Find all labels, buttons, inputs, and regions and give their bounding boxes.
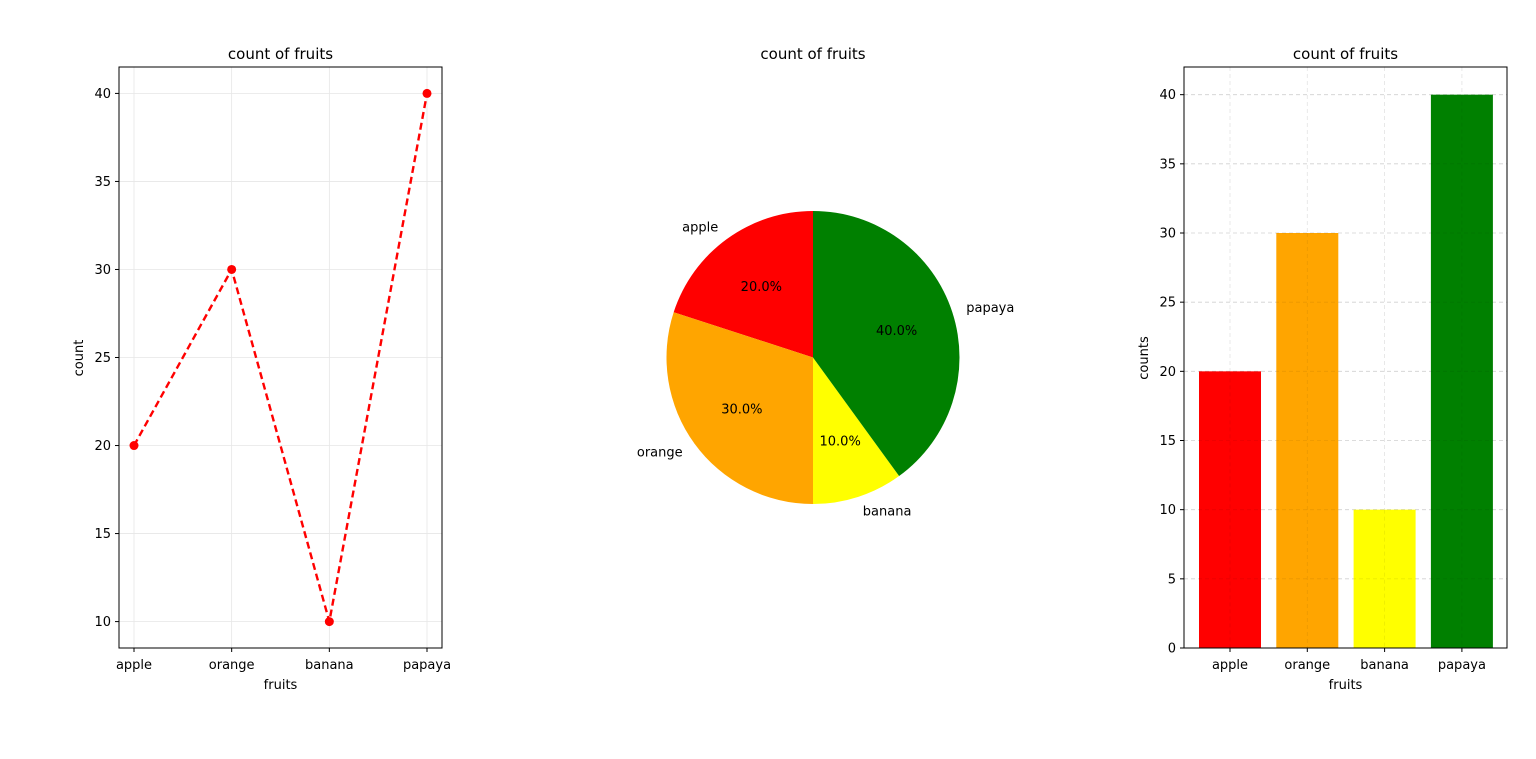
bar [1353, 509, 1416, 648]
line-x-axis-label: fruits [264, 678, 298, 693]
bar [1430, 94, 1493, 648]
pie-category-label: banana [863, 504, 912, 519]
bar-y-axis-label: counts [1137, 336, 1152, 380]
line-y-tick-label: 35 [94, 175, 111, 190]
line-point [129, 441, 139, 451]
bar-chart: count of fruits fruits counts 0 5 10 15 20 25… [1137, 45, 1508, 693]
pie-category-label: orange [637, 446, 683, 461]
line-y-tick-label: 10 [94, 615, 111, 630]
line-x-tick-label: apple [116, 658, 152, 673]
line-point [227, 264, 237, 274]
bar-x-tick-label: apple [1212, 658, 1248, 673]
pie-chart-title: count of fruits [760, 45, 865, 63]
bar-x-tick-label: banana [1360, 658, 1409, 673]
line-series [132, 93, 429, 622]
line-x-tick-label: banana [305, 658, 354, 673]
pie-slice [673, 211, 813, 358]
bar-y-tick-label: 35 [1159, 157, 1176, 172]
pie-slice [813, 357, 900, 504]
bar [1199, 371, 1261, 648]
pie-category-label: apple [682, 221, 718, 236]
pie-percent-label: 30.0% [721, 403, 762, 418]
pie-category-label: papaya [966, 301, 1014, 316]
bar-y-tick-label: 10 [1159, 503, 1176, 518]
bar-y-tick-label: 5 [1168, 572, 1176, 587]
bar [1276, 233, 1339, 648]
line-x-tick-label: orange [209, 658, 255, 673]
bar-x-tick-label: orange [1284, 658, 1330, 673]
bar-axes-frame [1183, 66, 1508, 649]
line-x-ticks: apple orange banana papaya [116, 648, 451, 673]
line-y-tick-label: 30 [94, 263, 111, 278]
bar-y-tick-label: 25 [1159, 296, 1176, 311]
line-y-axis-label: count [72, 340, 87, 377]
line-point [324, 617, 334, 627]
pie-percent-label: 40.0% [876, 324, 917, 339]
pie-chart: count of fruits apple 20.0% orange 30.0% ban… [637, 45, 1015, 519]
pie-percent-label: 20.0% [741, 280, 782, 295]
line-y-ticks: 10 15 20 25 30 35 40 [94, 87, 119, 630]
line-x-tick-label: papaya [403, 658, 451, 673]
line-y-tick-label: 40 [94, 87, 111, 102]
bar-y-tick-label: 0 [1168, 642, 1176, 657]
pie-percent-label: 10.0% [820, 435, 861, 450]
line-y-tick-label: 25 [94, 351, 111, 366]
line-chart-title: count of fruits [228, 45, 333, 63]
bar-y-tick-label: 20 [1159, 365, 1176, 380]
pie-slice [666, 312, 813, 504]
line-point [422, 88, 432, 98]
line-y-tick-label: 15 [94, 527, 111, 542]
bar-x-axis-label: fruits [1329, 678, 1363, 693]
bar-chart-title: count of fruits [1293, 45, 1398, 63]
bar-bars [1199, 94, 1493, 648]
bar-y-tick-label: 30 [1159, 227, 1176, 242]
line-markers [129, 88, 432, 627]
bar-y-tick-label: 15 [1159, 434, 1176, 449]
bar-x-tick-label: papaya [1438, 658, 1486, 673]
line-grid [119, 67, 442, 648]
pie-slice [813, 211, 960, 477]
line-chart: count of fruits fruits count 10 15 20 25 30 3… [72, 45, 451, 693]
bar-y-ticks: 0 5 10 15 20 25 30 35 40 [1159, 88, 1184, 657]
pie-labels: apple 20.0% orange 30.0% banana 10.0% papaya 40… [637, 221, 1015, 520]
bar-y-tick-label: 40 [1159, 88, 1176, 103]
pie-slices [666, 211, 960, 504]
line-y-tick-label: 20 [94, 439, 111, 454]
bar-x-ticks: apple orange banana papaya [1212, 648, 1486, 673]
